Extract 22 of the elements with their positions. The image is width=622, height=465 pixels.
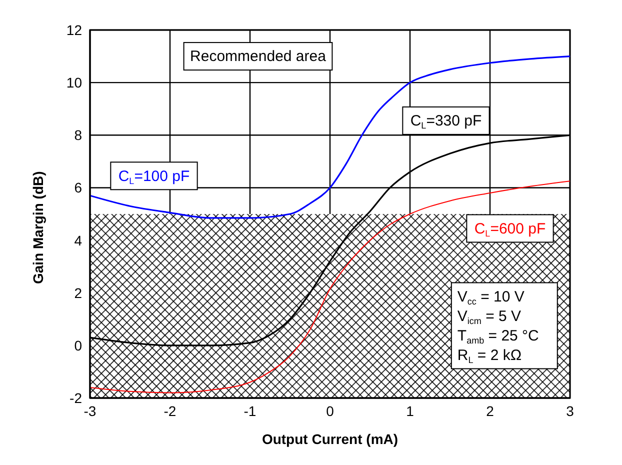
y-axis-title: Gain Margin (dB) [30, 171, 46, 284]
x-tick-label: 2 [486, 402, 494, 419]
series-label: C$_{L}$=330 pF [410, 112, 482, 130]
y-tick-label: 10 [66, 74, 82, 91]
y-tick-label: 2 [74, 284, 82, 301]
x-axis-title: Output Current (mA) [262, 431, 398, 447]
y-tick-label: -2 [70, 390, 82, 406]
annotation: Recommended area [190, 48, 327, 66]
x-tick-label: -3 [84, 402, 96, 419]
y-tick-label: 8 [74, 127, 82, 144]
x-tick-label: -2 [164, 402, 176, 419]
x-tick-label: 3 [566, 402, 574, 419]
x-tick-label: -1 [244, 402, 256, 419]
y-tick-label: 6 [74, 180, 82, 196]
y-tick-label: 12 [66, 22, 82, 38]
series-label: C$_{L}$=100 pF [118, 168, 190, 186]
series-label: C$_{L}$=600 pF [474, 220, 546, 238]
y-tick-label: 0 [74, 337, 82, 354]
x-tick-label: 0 [326, 402, 334, 419]
y-tick-label: 4 [74, 232, 82, 248]
x-tick-label: 1 [406, 402, 414, 419]
text: V$_{cc}$ = 10 V V$_{icm}$ = 5 V T$_{amb}$ = 25 °C R$_{L}$ = 2 kΩ [457, 288, 539, 365]
